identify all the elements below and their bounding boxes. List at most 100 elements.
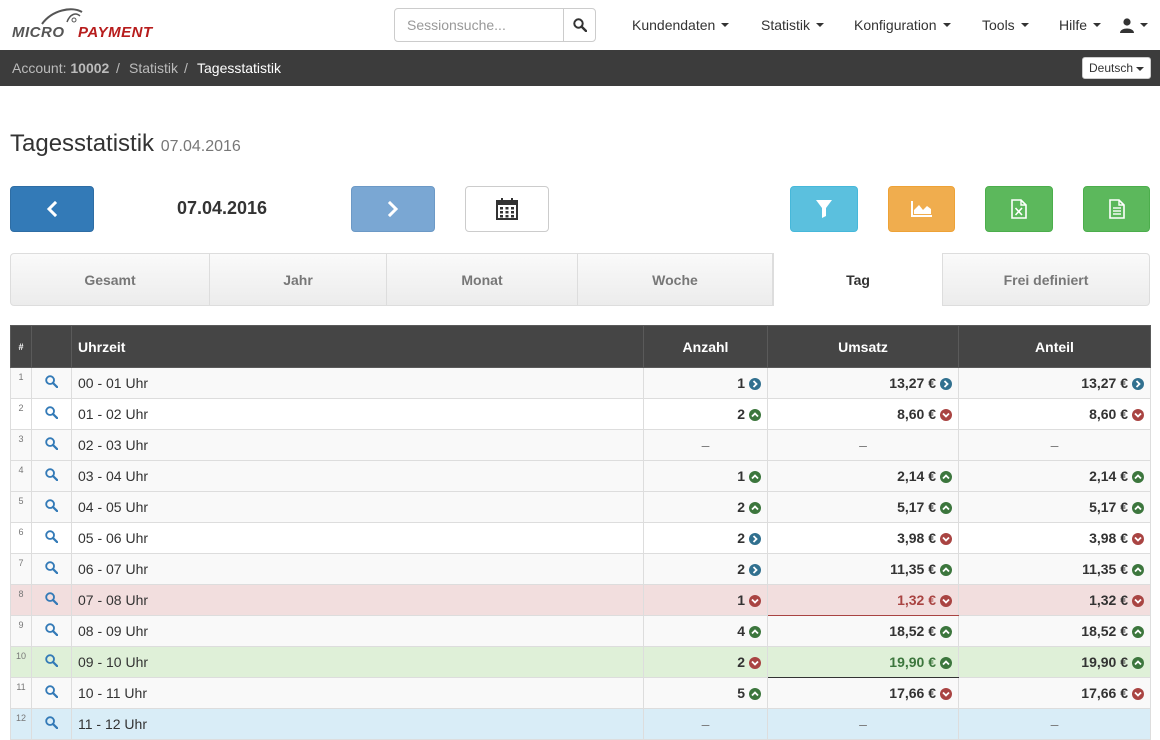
- anteil-value: 1,32 €: [1089, 592, 1128, 608]
- next-day-button[interactable]: [351, 186, 435, 232]
- umsatz-cell: 11,35 €: [767, 553, 959, 585]
- nav-statistik[interactable]: Statistik: [761, 0, 825, 50]
- trend-up-icon: [1132, 657, 1144, 669]
- row-detail-button[interactable]: [31, 491, 72, 523]
- anteil-value: 18,52 €: [1081, 623, 1128, 639]
- trend-down-icon: [749, 657, 761, 669]
- table-row: 6 05 - 06 Uhr 2 3,98 € 3,98 €: [10, 522, 1151, 554]
- export-excel-button[interactable]: [985, 186, 1053, 232]
- row-number: 12: [10, 708, 32, 740]
- column-header-umsatz[interactable]: Umsatz: [767, 325, 959, 368]
- nav-tools[interactable]: Tools: [982, 0, 1029, 50]
- breadcrumb-account[interactable]: Account: 10002: [12, 60, 109, 76]
- row-detail-button[interactable]: [31, 615, 72, 647]
- umsatz-cell: –: [767, 429, 959, 461]
- trend-up-icon: [749, 502, 761, 514]
- search-button[interactable]: [563, 8, 596, 42]
- trend-up-icon: [940, 657, 952, 669]
- chevron-down-icon: [1020, 23, 1029, 27]
- chart-button[interactable]: [888, 186, 955, 232]
- user-icon: [1120, 17, 1134, 33]
- row-detail-button[interactable]: [31, 429, 72, 461]
- row-detail-button[interactable]: [31, 460, 72, 492]
- anzahl-cell: –: [643, 708, 768, 740]
- uhrzeit-cell: 10 - 11 Uhr: [71, 677, 644, 709]
- tab-jahr[interactable]: Jahr: [210, 254, 387, 305]
- document-icon: [1108, 199, 1125, 219]
- breadcrumb: Account: 10002 / Statistik / Tagesstatis…: [0, 50, 1160, 86]
- row-detail-button[interactable]: [31, 553, 72, 585]
- calendar-button[interactable]: [465, 186, 549, 232]
- tab-frei-definiert[interactable]: Frei definiert: [1003, 271, 1089, 288]
- search-icon: [572, 18, 587, 32]
- filter-button[interactable]: [790, 186, 858, 232]
- table-row: 11 10 - 11 Uhr 5 17,66 € 17,66 €: [10, 677, 1151, 709]
- umsatz-cell: 13,27 €: [767, 367, 959, 399]
- row-number: 2: [10, 398, 32, 430]
- anzahl-value: 2: [737, 654, 745, 670]
- anteil-cell: 2,14 €: [958, 460, 1151, 492]
- row-detail-button[interactable]: [31, 677, 72, 709]
- trend-up-icon: [940, 502, 952, 514]
- column-header-uhrzeit[interactable]: Uhrzeit: [71, 325, 644, 368]
- umsatz-value: 3,98 €: [897, 530, 936, 546]
- micropayment-logo[interactable]: MICRO PAYMENT: [12, 6, 162, 44]
- anteil-value: 2,14 €: [1089, 468, 1128, 484]
- anzahl-cell: –: [643, 429, 768, 461]
- logo-text-payment: PAYMENT: [78, 24, 153, 41]
- row-detail-button[interactable]: [31, 398, 72, 430]
- export-document-button[interactable]: [1083, 186, 1150, 232]
- column-header-anzahl[interactable]: Anzahl: [643, 325, 768, 368]
- breadcrumb-statistik[interactable]: Statistik: [129, 60, 179, 76]
- uhrzeit-cell: 00 - 01 Uhr: [71, 367, 644, 399]
- anteil-value: 19,90 €: [1081, 654, 1128, 670]
- umsatz-cell: 19,90 €: [767, 646, 959, 678]
- row-detail-button[interactable]: [31, 708, 72, 740]
- breadcrumb-current: Tagesstatistik: [197, 60, 282, 76]
- empty-value: –: [1050, 437, 1059, 453]
- umsatz-value: 8,60 €: [897, 406, 936, 422]
- session-search-input[interactable]: [394, 8, 564, 42]
- nav-hilfe[interactable]: Hilfe: [1059, 0, 1102, 50]
- row-detail-button[interactable]: [31, 367, 72, 399]
- tab-monat[interactable]: Monat: [387, 254, 578, 305]
- anteil-cell: 8,60 €: [958, 398, 1151, 430]
- trend-up-icon: [1132, 564, 1144, 576]
- column-header-anteil[interactable]: Anteil: [958, 325, 1151, 368]
- anzahl-value: 2: [737, 530, 745, 546]
- previous-day-button[interactable]: [10, 186, 94, 232]
- chevron-down-icon: [1140, 23, 1148, 27]
- anzahl-cell: 2: [643, 491, 768, 523]
- anzahl-cell: 4: [643, 615, 768, 647]
- nav-kundendaten[interactable]: Kundendaten: [632, 0, 730, 50]
- table-row: 9 08 - 09 Uhr 4 18,52 € 18,52 €: [10, 615, 1151, 647]
- trend-same-icon: [940, 378, 952, 390]
- anteil-cell: 11,35 €: [958, 553, 1151, 585]
- umsatz-cell: 17,66 €: [767, 677, 959, 709]
- umsatz-cell: 8,60 €: [767, 398, 959, 430]
- row-detail-button[interactable]: [31, 646, 72, 678]
- uhrzeit-cell: 08 - 09 Uhr: [71, 615, 644, 647]
- row-detail-button[interactable]: [31, 584, 72, 616]
- chevron-down-icon: [721, 23, 730, 27]
- language-select[interactable]: Deutsch: [1082, 57, 1151, 79]
- row-detail-button[interactable]: [31, 522, 72, 554]
- tab-gesamt[interactable]: Gesamt: [11, 254, 210, 305]
- tab-woche[interactable]: Woche: [578, 254, 773, 305]
- page-title-date: 07.04.2016: [160, 138, 241, 155]
- nav-hilfe-label: Hilfe: [1059, 17, 1088, 33]
- umsatz-value: 17,66 €: [889, 685, 936, 701]
- anzahl-value: 5: [737, 685, 745, 701]
- trend-up-icon: [1132, 626, 1144, 638]
- nav-kundendaten-label: Kundendaten: [632, 17, 716, 33]
- anteil-value: 13,27 €: [1081, 375, 1128, 391]
- anteil-cell: 13,27 €: [958, 367, 1151, 399]
- search-icon: [45, 654, 59, 668]
- trend-up-icon: [940, 626, 952, 638]
- tab-tag[interactable]: Tag: [773, 253, 943, 306]
- trend-down-icon: [1132, 688, 1144, 700]
- row-number: 11: [10, 677, 32, 709]
- anzahl-cell: 2: [643, 646, 768, 678]
- nav-konfiguration[interactable]: Konfiguration: [854, 0, 951, 50]
- nav-user-menu[interactable]: [1120, 0, 1148, 50]
